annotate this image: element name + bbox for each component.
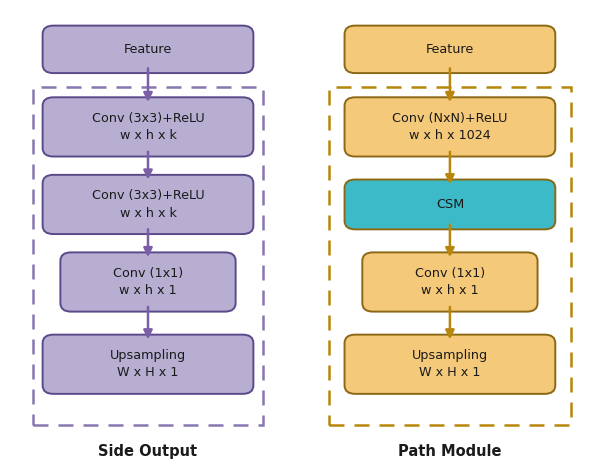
FancyBboxPatch shape (362, 252, 538, 312)
Text: Upsampling
W x H x 1: Upsampling W x H x 1 (110, 349, 186, 379)
FancyBboxPatch shape (345, 335, 555, 394)
Text: Conv (3x3)+ReLU
w x h x k: Conv (3x3)+ReLU w x h x k (92, 189, 204, 219)
Text: Path Module: Path Module (398, 444, 501, 459)
FancyBboxPatch shape (43, 97, 253, 157)
Text: Feature: Feature (426, 43, 474, 56)
Text: Side Output: Side Output (98, 444, 198, 459)
Text: Feature: Feature (124, 43, 172, 56)
Text: CSM: CSM (436, 198, 464, 211)
FancyBboxPatch shape (43, 25, 253, 73)
FancyBboxPatch shape (345, 25, 555, 73)
FancyBboxPatch shape (60, 252, 236, 312)
FancyBboxPatch shape (43, 175, 253, 234)
Text: Upsampling
W x H x 1: Upsampling W x H x 1 (412, 349, 488, 379)
Text: Conv (NxN)+ReLU
w x h x 1024: Conv (NxN)+ReLU w x h x 1024 (392, 112, 508, 142)
Text: Conv (1x1)
w x h x 1: Conv (1x1) w x h x 1 (113, 267, 183, 297)
Text: Conv (1x1)
w x h x 1: Conv (1x1) w x h x 1 (415, 267, 485, 297)
Text: Conv (3x3)+ReLU
w x h x k: Conv (3x3)+ReLU w x h x k (92, 112, 204, 142)
FancyBboxPatch shape (345, 97, 555, 157)
FancyBboxPatch shape (345, 180, 555, 229)
FancyBboxPatch shape (43, 335, 253, 394)
